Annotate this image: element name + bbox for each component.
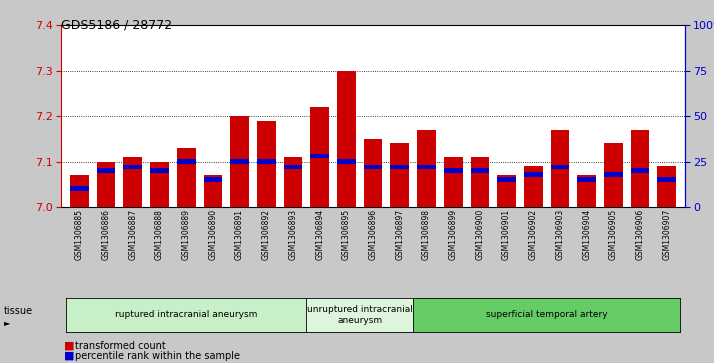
Text: GSM1306906: GSM1306906 xyxy=(635,209,645,260)
Bar xyxy=(177,148,196,207)
Bar xyxy=(550,165,569,169)
Bar xyxy=(471,168,489,173)
Bar xyxy=(578,178,596,182)
Text: unruptured intracranial
aneurysm: unruptured intracranial aneurysm xyxy=(307,305,413,325)
Bar xyxy=(96,168,116,173)
Text: GSM1306894: GSM1306894 xyxy=(315,209,324,260)
Bar xyxy=(524,172,543,176)
Bar xyxy=(150,162,169,207)
Bar xyxy=(124,165,142,169)
Text: transformed count: transformed count xyxy=(75,340,166,351)
Bar xyxy=(230,159,249,164)
Text: GSM1306887: GSM1306887 xyxy=(129,209,137,260)
Bar xyxy=(203,178,222,182)
Text: GSM1306896: GSM1306896 xyxy=(368,209,378,260)
Text: GSM1306889: GSM1306889 xyxy=(181,209,191,260)
Text: superficial temporal artery: superficial temporal artery xyxy=(486,310,608,319)
Bar xyxy=(391,143,409,207)
Bar xyxy=(203,175,222,207)
Text: GSM1306892: GSM1306892 xyxy=(262,209,271,260)
Bar xyxy=(230,116,249,207)
Bar xyxy=(444,157,463,207)
Bar xyxy=(96,162,116,207)
Bar xyxy=(417,165,436,169)
Text: tissue: tissue xyxy=(4,306,33,316)
Text: percentile rank within the sample: percentile rank within the sample xyxy=(75,351,240,361)
Bar xyxy=(283,157,302,207)
Bar xyxy=(471,157,489,207)
Bar xyxy=(337,71,356,207)
Text: GDS5186 / 28772: GDS5186 / 28772 xyxy=(61,18,172,31)
Text: GSM1306886: GSM1306886 xyxy=(101,209,111,260)
Bar xyxy=(150,168,169,173)
Text: GSM1306905: GSM1306905 xyxy=(609,209,618,260)
Text: GSM1306907: GSM1306907 xyxy=(663,209,671,260)
Bar xyxy=(524,166,543,207)
Bar xyxy=(337,159,356,164)
Bar xyxy=(257,121,276,207)
Text: GSM1306890: GSM1306890 xyxy=(208,209,217,260)
Text: GSM1306901: GSM1306901 xyxy=(502,209,511,260)
Bar xyxy=(363,165,383,169)
Bar xyxy=(497,175,516,207)
Bar xyxy=(578,175,596,207)
Text: GSM1306895: GSM1306895 xyxy=(342,209,351,260)
Bar xyxy=(391,165,409,169)
Text: GSM1306903: GSM1306903 xyxy=(555,209,565,260)
Bar xyxy=(124,157,142,207)
Bar xyxy=(311,154,329,158)
Bar xyxy=(70,187,89,191)
Text: GSM1306888: GSM1306888 xyxy=(155,209,164,260)
Bar xyxy=(70,175,89,207)
Text: GSM1306891: GSM1306891 xyxy=(235,209,244,260)
Bar xyxy=(550,130,569,207)
Bar xyxy=(363,139,383,207)
Bar xyxy=(658,166,676,207)
Bar xyxy=(630,168,650,173)
Bar xyxy=(658,178,676,182)
Text: ►: ► xyxy=(4,318,10,327)
Text: GSM1306904: GSM1306904 xyxy=(582,209,591,260)
Bar xyxy=(630,130,650,207)
Bar xyxy=(497,178,516,182)
Text: ■: ■ xyxy=(64,340,75,351)
Text: ruptured intracranial aneurysm: ruptured intracranial aneurysm xyxy=(115,310,257,319)
Bar xyxy=(177,159,196,164)
Text: GSM1306902: GSM1306902 xyxy=(529,209,538,260)
Bar xyxy=(444,168,463,173)
Text: GSM1306885: GSM1306885 xyxy=(75,209,84,260)
Text: GSM1306898: GSM1306898 xyxy=(422,209,431,260)
Text: GSM1306899: GSM1306899 xyxy=(448,209,458,260)
Bar xyxy=(283,165,302,169)
Bar xyxy=(604,143,623,207)
Bar xyxy=(257,159,276,164)
Text: ■: ■ xyxy=(64,351,75,361)
Bar xyxy=(604,172,623,176)
Text: GSM1306900: GSM1306900 xyxy=(476,209,484,260)
Bar xyxy=(311,107,329,207)
Text: GSM1306897: GSM1306897 xyxy=(396,209,404,260)
Text: GSM1306893: GSM1306893 xyxy=(288,209,298,260)
Bar xyxy=(417,130,436,207)
